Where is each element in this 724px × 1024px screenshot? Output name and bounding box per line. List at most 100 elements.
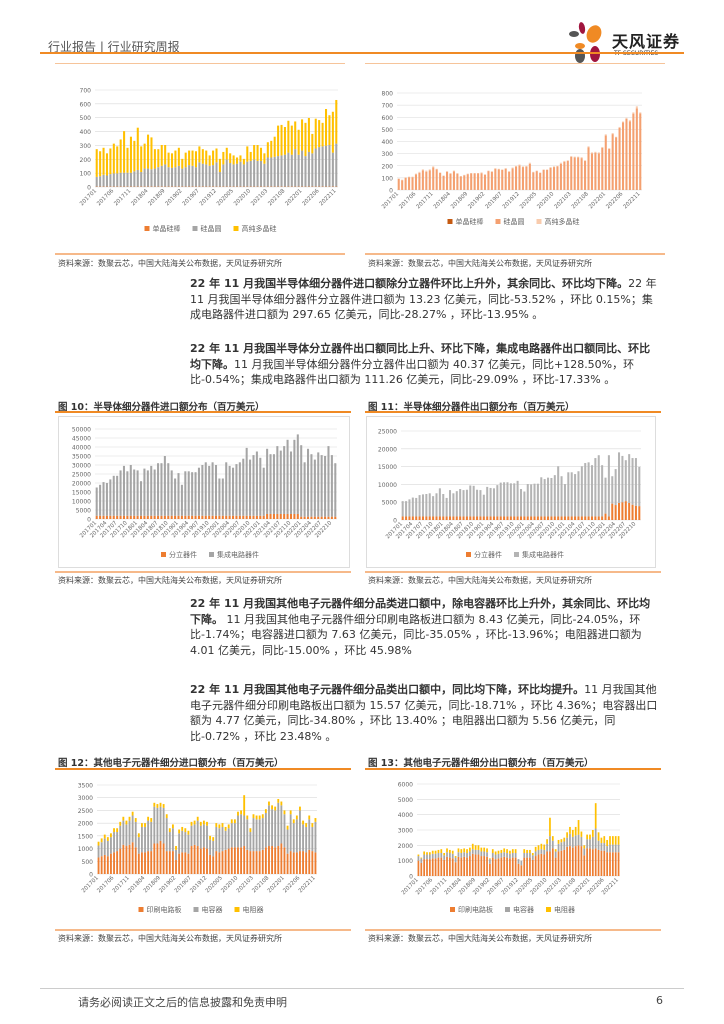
bar-segment [196,846,199,874]
bar-segment [600,850,603,876]
bar-segment [227,828,230,849]
bar-segment [434,858,437,876]
chart-svg: 0100200300400500600700201701201706201711… [79,88,338,233]
bar-segment [286,853,289,874]
y-tick-label: 0 [87,185,91,192]
bar-segment [168,828,171,833]
bar-segment [123,131,126,173]
bar-segment [268,846,270,874]
bar-segment [289,814,292,852]
bar-segment [408,516,411,520]
bar-segment [307,151,310,187]
bar-segment [277,156,280,187]
bar-segment [296,434,299,514]
bar-segment [249,459,252,516]
bar-segment [462,490,465,517]
bar-segment [614,836,617,845]
bar-segment [299,806,301,811]
bar-segment [305,852,308,874]
bar-segment [283,126,286,155]
bar-segment [425,516,428,520]
paragraph-body: 22 年 11 月我国半导体细分器件分立器件进口额为 13.23 亿美元，同比-… [190,277,657,321]
bar-segment [480,856,483,876]
bar-segment [187,471,190,516]
bar-segment [466,174,469,190]
bar-segment [540,516,543,520]
divider [55,63,345,64]
bar-segment [500,849,503,853]
bar-segment [492,488,495,517]
bar-segment [489,487,492,517]
bar-segment [249,515,252,519]
bar-segment [134,821,137,848]
bar-segment [116,851,119,874]
bar-segment [511,168,514,190]
legend-label: 高纯多晶硅 [242,224,277,233]
bar-segment [201,465,204,516]
bar-segment [480,172,483,174]
bar-segment [113,832,115,853]
bar-segment [197,515,200,519]
bar-segment [221,515,224,519]
y-tick-label: 45000 [72,436,91,443]
x-tick-label: 201809 [147,188,166,207]
bar-segment [625,117,628,119]
bar-segment [168,832,171,852]
bar-segment [215,823,218,827]
bar-segment [289,851,292,874]
bar-segment [310,516,313,519]
x-tick-label: 202103 [554,191,573,210]
bar-segment [428,493,431,517]
bar-segment [105,153,109,176]
bar-segment [526,853,528,858]
bar-segment [546,851,548,876]
bar-segment [314,148,317,187]
bar-segment [253,159,256,187]
y-tick-label: 0 [393,518,397,525]
bar-segment [225,159,228,187]
bar-segment [170,153,174,168]
bar-segment [277,802,280,847]
bar-segment [218,158,221,173]
bar-segment [174,478,177,516]
y-tick-label: 4000 [398,812,413,819]
y-tick-label: 50000 [72,427,91,434]
bar-segment [417,856,420,861]
bar-segment [211,515,214,519]
bar-segment [594,458,597,517]
bar-segment [479,516,482,520]
bar-segment [615,136,618,138]
paragraph-1: 22 年 11 月我国半导体细分器件进口额除分立器件环比上升外，其余同比、环比均… [190,276,660,323]
bar-segment [206,821,208,826]
bar-segment [440,857,443,876]
bar-segment [509,516,512,520]
bar-segment [574,826,577,836]
bar-segment [469,851,471,857]
bar-segment [113,852,115,874]
paragraph-body: 11 月我国其他电子元器件细分印刷电路板进口额为 8.43 亿美元，同比-24.… [190,612,642,657]
bar-segment [310,454,313,517]
bar-segment [202,847,205,874]
y-tick-label: 0 [87,517,91,524]
bar-segment [503,482,506,517]
legend-swatch [505,907,510,912]
y-tick-label: 100 [80,171,92,178]
bar-segment [434,850,437,854]
bar-segment [597,840,600,850]
bar-segment [560,839,563,843]
bar-segment [449,173,452,190]
bar-segment [465,516,468,520]
bar-segment [197,467,200,516]
bar-segment [295,819,298,853]
bar-segment [504,168,507,190]
bar-segment [150,169,153,187]
bar-segment [590,152,593,154]
bar-segment [218,172,221,187]
bar-segment [551,836,554,841]
bar-segment [417,854,420,857]
bar-segment [539,172,542,190]
bar-segment [456,173,459,174]
chart-svg: 0100020003000400050006000201701201706201… [398,782,620,914]
bar-segment [405,516,408,520]
bar-segment [136,515,139,519]
